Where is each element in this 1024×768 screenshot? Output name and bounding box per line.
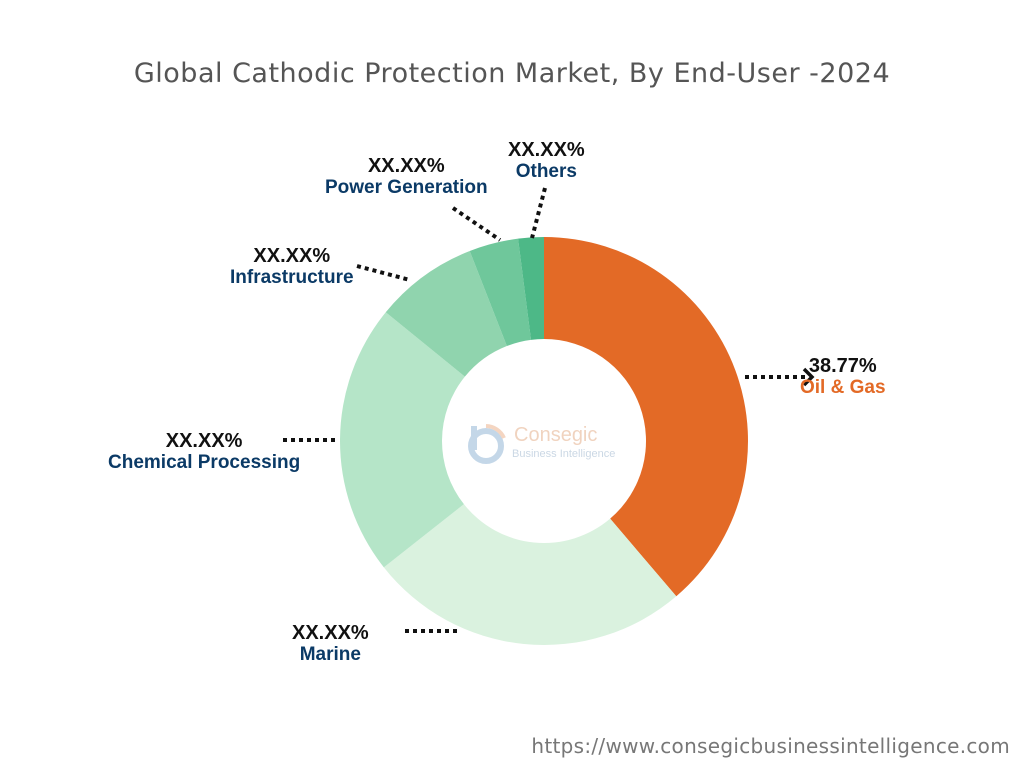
source-url[interactable]: https://www.consegicbusinessintelligence… xyxy=(531,734,1010,758)
category-label: Oil & Gas xyxy=(800,377,886,398)
data-label: XX.XX% xyxy=(367,155,445,177)
category-label: Chemical Processing xyxy=(108,452,301,473)
data-label: 38.77% xyxy=(808,355,877,377)
slice-power-generation xyxy=(469,238,532,346)
category-label: Marine xyxy=(299,644,361,665)
data-label: XX.XX% xyxy=(292,622,369,644)
slice-marine xyxy=(383,504,677,646)
chart-title: Global Cathodic Protection Market, By En… xyxy=(133,58,891,89)
label-oil-gas: 38.77% Oil & Gas xyxy=(800,355,886,399)
logo-tagline: Business Intelligence xyxy=(512,448,616,460)
leader-line xyxy=(530,187,547,239)
label-infrastructure: XX.XX% Infrastructure xyxy=(230,245,354,289)
data-label: XX.XX% xyxy=(165,430,243,452)
slice-infrastructure xyxy=(385,250,507,377)
consegic-logo: Consegic Business Intelligence xyxy=(462,420,632,470)
category-label: Power Generation xyxy=(325,177,488,198)
label-chemical-processing: XX.XX% Chemical Processing xyxy=(108,430,300,474)
arrow-head-icon xyxy=(802,367,815,387)
slice-oil-gas xyxy=(544,237,749,597)
slice-others xyxy=(518,237,544,340)
label-power-generation: XX.XX% Power Generation xyxy=(325,155,488,199)
logo-name: Consegic xyxy=(514,424,598,446)
label-others: XX.XX% Others xyxy=(508,139,585,183)
category-label: Infrastructure xyxy=(230,267,354,288)
slice-chemical-processing xyxy=(340,312,465,568)
category-label: Others xyxy=(515,161,577,182)
logo-mark-icon xyxy=(468,424,506,464)
leader-line xyxy=(451,206,502,242)
data-label: XX.XX% xyxy=(253,245,331,267)
data-label: XX.XX% xyxy=(508,139,585,161)
leader-line xyxy=(356,264,411,282)
label-marine: XX.XX% Marine xyxy=(292,622,369,666)
